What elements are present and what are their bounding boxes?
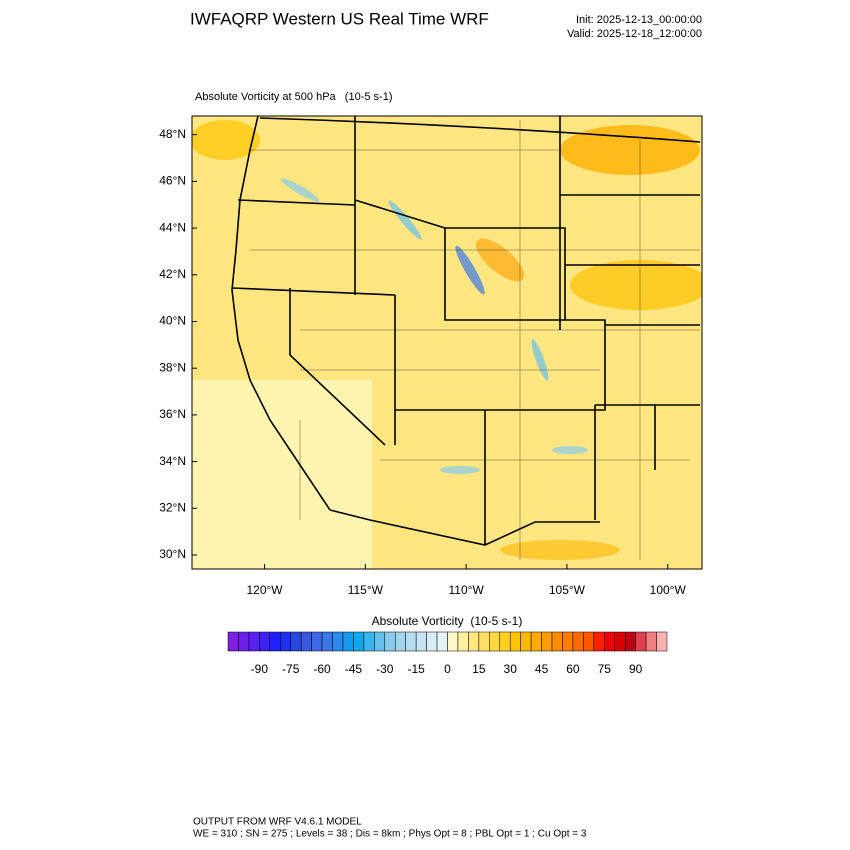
colorbar-label: 45	[535, 662, 549, 676]
colorbar-box	[478, 631, 490, 652]
colorbar-box	[436, 631, 448, 652]
colorbar-label: -60	[313, 662, 331, 676]
colorbar-box	[384, 631, 396, 652]
colorbar-label: 60	[566, 662, 580, 676]
lon-label: 120°W	[246, 583, 283, 597]
colorbar-label: 75	[598, 662, 612, 676]
subtitle: Absolute Vorticity at 500 hPa (10-5 s-1)	[195, 91, 393, 103]
colorbar-box	[457, 631, 469, 652]
lon-label: 110°W	[449, 583, 485, 597]
colorbar-box	[238, 631, 250, 652]
colorbar-box	[405, 631, 417, 652]
colorbar-box	[572, 631, 584, 652]
map-frame	[191, 115, 703, 570]
colorbar-box	[227, 631, 239, 652]
colorbar-box	[624, 631, 636, 652]
colorbar-box	[342, 631, 354, 652]
lat-label: 46°N	[159, 174, 186, 188]
colorbar-box	[321, 631, 333, 652]
colorbar-label: -30	[376, 662, 394, 676]
lat-label: 48°N	[159, 127, 186, 141]
colorbar-box	[311, 631, 323, 652]
colorbar-box	[269, 631, 281, 652]
colorbar-box	[374, 631, 386, 652]
lon-label: 115°W	[348, 583, 384, 597]
colorbar-label: 0	[444, 662, 451, 676]
lat-label: 44°N	[159, 220, 186, 234]
colorbar-box	[645, 631, 657, 652]
colorbar-label: -75	[282, 662, 300, 676]
colorbar-box	[415, 631, 427, 652]
colorbar-box	[426, 631, 438, 652]
lat-label: 34°N	[159, 454, 186, 468]
colorbar-label: 15	[472, 662, 486, 676]
lon-label: 100°W	[650, 583, 687, 597]
colorbar-box	[614, 631, 626, 652]
lat-label: 32°N	[159, 500, 186, 514]
valid-time: Valid: 2025-12-18_12:00:00	[567, 28, 702, 40]
colorbar-title: Absolute Vorticity (10-5 s-1)	[372, 614, 523, 628]
colorbar-box	[489, 631, 501, 652]
colorbar-box	[280, 631, 291, 652]
colorbar-box	[499, 631, 511, 652]
colorbar-box	[541, 631, 553, 652]
footer-line: OUTPUT FROM WRF V4.6.1 MODEL	[193, 817, 362, 828]
colorbar-label: -45	[345, 662, 363, 676]
lat-label: 40°N	[159, 314, 186, 328]
colorbar-box	[447, 631, 459, 652]
colorbar-label: -15	[407, 662, 425, 676]
colorbar-label: 90	[629, 662, 643, 676]
colorbar-box	[394, 631, 406, 652]
colorbar-box	[509, 631, 521, 652]
colorbar-box	[332, 631, 344, 652]
colorbar-box	[300, 631, 312, 652]
colorbar-box	[656, 631, 668, 652]
colorbar-box	[290, 631, 302, 652]
colorbar-box	[583, 631, 595, 652]
colorbar-box	[562, 631, 574, 652]
colorbar-box	[604, 631, 615, 652]
colorbar-label: -90	[251, 662, 269, 676]
colorbar-box	[353, 631, 365, 652]
colorbar-box	[593, 631, 605, 652]
lon-label: 105°W	[549, 583, 586, 597]
lat-label: 42°N	[159, 267, 186, 281]
colorbar-box	[530, 631, 542, 652]
colorbar-box	[259, 631, 271, 652]
colorbar-label: 30	[504, 662, 518, 676]
title: IWFAQRP Western US Real Time WRF	[190, 9, 489, 28]
init-time: Init: 2025-12-13_00:00:00	[576, 14, 702, 26]
lat-label: 38°N	[159, 360, 186, 374]
colorbar-box	[551, 631, 563, 652]
lat-label: 36°N	[159, 407, 186, 421]
colorbar-box	[363, 631, 375, 652]
lat-label: 30°N	[159, 547, 186, 561]
footer-line: WE = 310 ; SN = 275 ; Levels = 38 ; Dis …	[193, 829, 587, 840]
map-field	[192, 116, 702, 569]
colorbar-box	[248, 631, 260, 652]
colorbar-box	[520, 631, 532, 652]
colorbar-box	[635, 631, 647, 652]
colorbar-box	[468, 631, 480, 652]
